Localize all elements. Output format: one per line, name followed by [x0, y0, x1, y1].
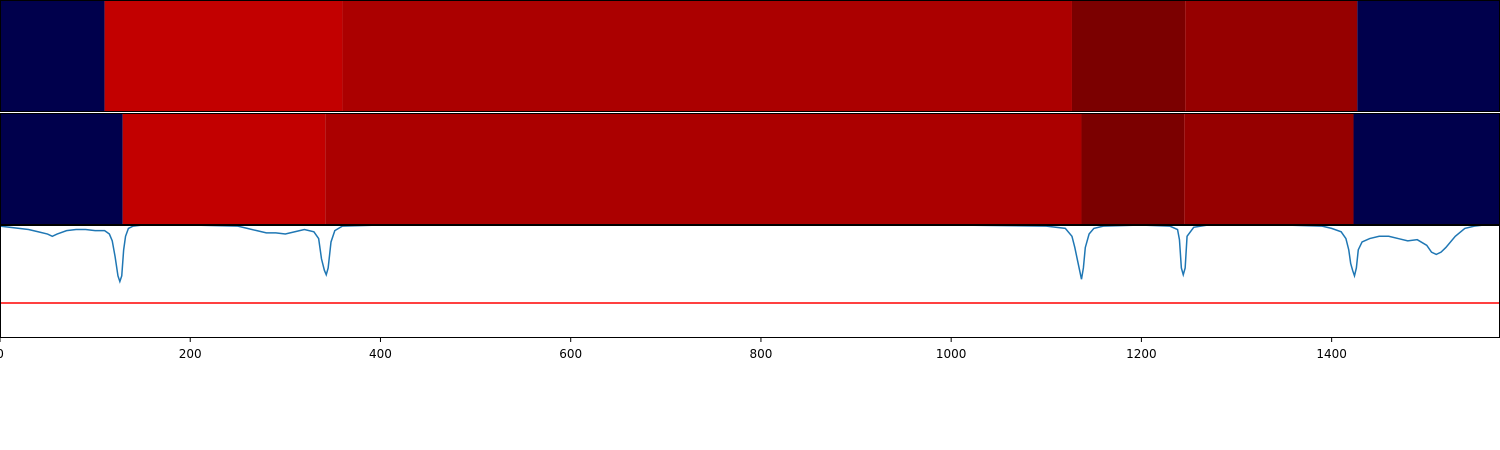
- x-tick-label-200: 200: [179, 347, 202, 361]
- heatmap-row-2: [0, 113, 1500, 225]
- x-tick-label-1000: 1000: [936, 347, 967, 361]
- heatmap-2-segment-5: [1184, 113, 1354, 225]
- x-tick-label-800: 800: [749, 347, 772, 361]
- heatmap-2-segment-2: [122, 113, 326, 225]
- x-tick-label-0: 0: [0, 347, 4, 361]
- heatmap-2-segment-6: [1353, 113, 1500, 225]
- heatmap-2-segment-1: [0, 113, 123, 225]
- heatmap-1-segment-2: [104, 0, 343, 112]
- heatmap-1-segment-3: [342, 0, 1072, 112]
- heatmap-1-segment-4: [1071, 0, 1186, 112]
- heatmap-1-segment-6: [1357, 0, 1500, 112]
- heatmap-2-segment-4: [1081, 113, 1185, 225]
- heatmap-row-1: [0, 0, 1500, 112]
- line-plot-frame: [0, 225, 1500, 338]
- x-tick-label-1400: 1400: [1316, 347, 1347, 361]
- heatmap-2-segment-3: [325, 113, 1082, 225]
- x-tick-label-600: 600: [559, 347, 582, 361]
- series-line: [0, 225, 1500, 284]
- x-tick-label-400: 400: [369, 347, 392, 361]
- heatmap-1-segment-5: [1185, 0, 1358, 112]
- heatmap-1-segment-1: [0, 0, 105, 112]
- line-plot-panel: 0 200 400 600 800 1000 1200 1400: [0, 225, 1500, 361]
- x-tick-label-1200: 1200: [1126, 347, 1157, 361]
